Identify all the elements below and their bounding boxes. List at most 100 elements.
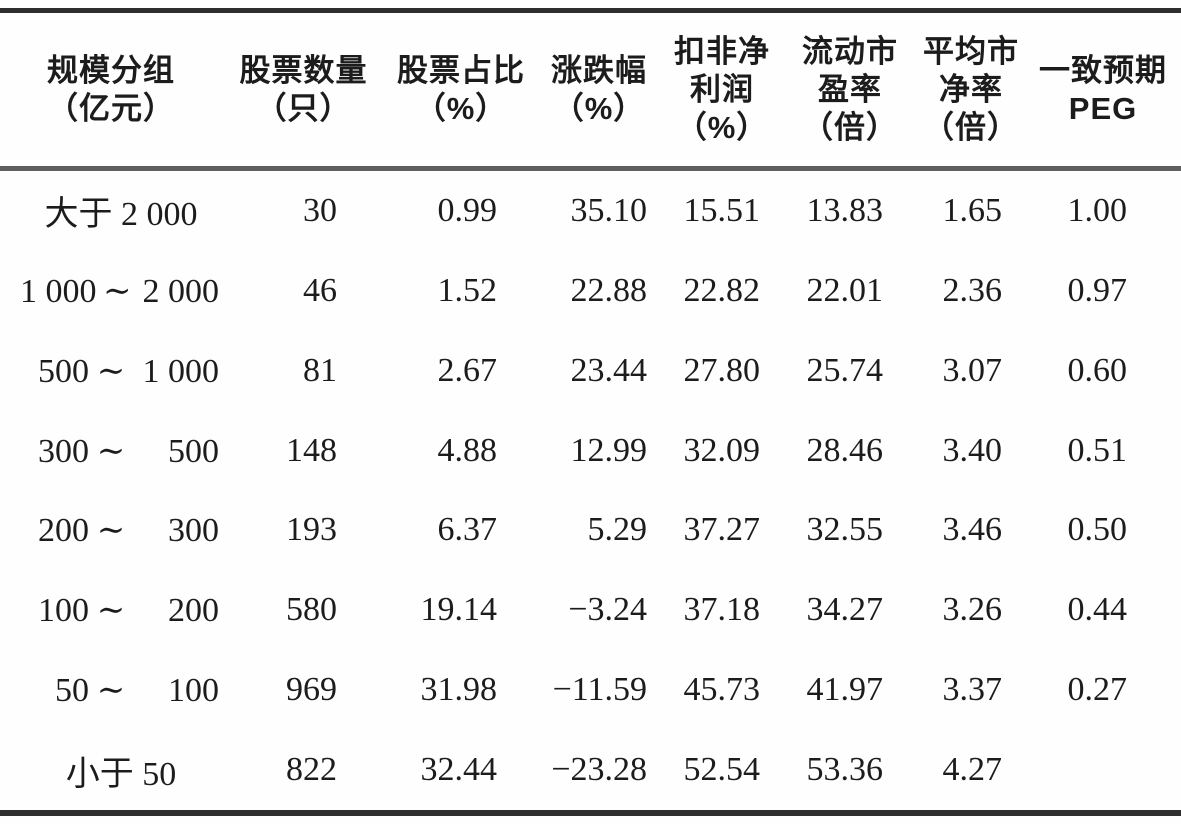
cell-stock-count: 580 bbox=[286, 591, 337, 629]
col-header-stock-share: 股票占比 （%） bbox=[385, 13, 537, 166]
cell-price-change: 5.29 bbox=[587, 511, 648, 549]
cell-stock-share: 0.99 bbox=[437, 191, 498, 229]
table-row: 50 ∼ 100 969 31.98 −11.59 45.73 41.97 3.… bbox=[0, 650, 1181, 730]
cell-pb-ratio: 3.37 bbox=[942, 671, 1003, 709]
cell-stock-share: 31.98 bbox=[420, 671, 498, 709]
cell-peg: 0.44 bbox=[1067, 591, 1128, 629]
cell-stock-share: 2.67 bbox=[437, 351, 498, 389]
cell-stock-share: 4.88 bbox=[437, 431, 498, 469]
table-row: 大于 2 000 30 0.99 35.10 15.51 13.83 1.65 … bbox=[0, 171, 1181, 251]
range-tilde: ∼ bbox=[96, 352, 126, 390]
col-header-line: 一致预期 bbox=[1039, 52, 1167, 88]
cell-pe-ratio: 53.36 bbox=[806, 751, 884, 789]
table-row: 小于 50 822 32.44 −23.28 52.54 53.36 4.27 bbox=[0, 730, 1181, 810]
cell-stock-share: 32.44 bbox=[420, 751, 498, 789]
col-header-price-change: 涨跌幅 （%） bbox=[537, 13, 661, 166]
range-upper: 100 bbox=[168, 672, 219, 710]
cell-price-change: 23.44 bbox=[570, 351, 648, 389]
cell-peg: 0.51 bbox=[1067, 431, 1128, 469]
cell-stock-count: 30 bbox=[303, 191, 337, 229]
table-row: 200 ∼ 300 193 6.37 5.29 37.27 32.55 3.46… bbox=[0, 491, 1181, 571]
table-body: 大于 2 000 30 0.99 35.10 15.51 13.83 1.65 … bbox=[0, 171, 1181, 810]
cell-scale-group: 小于 50 bbox=[65, 755, 177, 793]
cell-net-profit: 37.18 bbox=[683, 591, 761, 629]
cell-pe-ratio: 32.55 bbox=[806, 511, 884, 549]
cell-net-profit: 45.73 bbox=[683, 671, 761, 709]
range-upper: 1 000 bbox=[142, 352, 220, 390]
range-tilde: ∼ bbox=[102, 272, 132, 310]
col-header-line: （只） bbox=[255, 90, 352, 126]
cell-scale-group: 大于 2 000 bbox=[44, 196, 198, 234]
col-header-line: （倍） bbox=[802, 109, 898, 145]
col-header-line: 盈率 bbox=[818, 71, 882, 107]
col-header-scale-group: 规模分组 （亿元） bbox=[0, 13, 222, 166]
col-header-line: （%） bbox=[675, 109, 769, 145]
col-header-line: （%） bbox=[552, 90, 646, 126]
cell-stock-count: 193 bbox=[286, 511, 337, 549]
range-tilde: ∼ bbox=[96, 672, 126, 710]
cell-pe-ratio: 34.27 bbox=[806, 591, 884, 629]
cell-price-change: −3.24 bbox=[568, 591, 647, 629]
cell-price-change: −11.59 bbox=[552, 671, 647, 709]
col-header-line: 净率 bbox=[939, 71, 1003, 107]
range-lower: 500 bbox=[38, 352, 89, 390]
col-header-line: 股票占比 bbox=[397, 52, 525, 88]
cell-pb-ratio: 3.40 bbox=[942, 431, 1003, 469]
cell-net-profit: 37.27 bbox=[683, 511, 761, 549]
table-bottom-rule bbox=[0, 810, 1181, 816]
cell-peg: 1.00 bbox=[1067, 191, 1128, 229]
table-row: 100 ∼ 200 580 19.14 −3.24 37.18 34.27 3.… bbox=[0, 570, 1181, 650]
cell-scale-group: 100 ∼ 200 bbox=[0, 590, 222, 630]
range-lower: 100 bbox=[38, 592, 89, 630]
cell-pb-ratio: 3.46 bbox=[942, 511, 1003, 549]
col-header-line: 扣非净 bbox=[674, 33, 770, 69]
cell-net-profit: 22.82 bbox=[683, 271, 761, 309]
cell-pe-ratio: 13.83 bbox=[806, 191, 884, 229]
cell-price-change: 12.99 bbox=[570, 431, 648, 469]
cell-price-change: 35.10 bbox=[570, 191, 648, 229]
cell-pb-ratio: 2.36 bbox=[942, 271, 1003, 309]
table-row: 1 000 ∼ 2 000 46 1.52 22.88 22.82 22.01 … bbox=[0, 251, 1181, 331]
cell-peg: 0.97 bbox=[1067, 271, 1128, 309]
cell-stock-share: 1.52 bbox=[437, 271, 498, 309]
cell-net-profit: 15.51 bbox=[683, 191, 761, 229]
col-header-net-profit: 扣非净 利润 （%） bbox=[661, 13, 783, 166]
cell-pe-ratio: 41.97 bbox=[806, 671, 884, 709]
cell-scale-group: 1 000 ∼ 2 000 bbox=[0, 271, 222, 311]
cell-stock-share: 6.37 bbox=[437, 511, 498, 549]
range-lower: 1 000 bbox=[20, 272, 97, 310]
range-upper: 500 bbox=[168, 432, 219, 470]
cell-scale-group: 200 ∼ 300 bbox=[0, 510, 222, 550]
range-tilde: ∼ bbox=[96, 432, 126, 470]
cell-pe-ratio: 28.46 bbox=[806, 431, 884, 469]
cell-pe-ratio: 22.01 bbox=[806, 271, 884, 309]
table-header-separator-rule bbox=[0, 166, 1181, 171]
range-tilde: ∼ bbox=[96, 592, 126, 630]
cell-pb-ratio: 1.65 bbox=[942, 191, 1003, 229]
col-header-consensus-peg: 一致预期 PEG bbox=[1025, 13, 1181, 166]
cell-peg: 0.27 bbox=[1067, 671, 1128, 709]
col-header-line: （亿元） bbox=[47, 90, 175, 126]
col-header-line: （倍） bbox=[923, 109, 1019, 145]
table-row: 300 ∼ 500 148 4.88 12.99 32.09 28.46 3.4… bbox=[0, 411, 1181, 491]
cell-stock-count: 81 bbox=[303, 351, 337, 389]
range-lower: 50 bbox=[55, 672, 89, 710]
range-upper: 200 bbox=[168, 592, 219, 630]
range-upper: 300 bbox=[168, 512, 219, 550]
range-lower: 300 bbox=[38, 432, 89, 470]
range-tilde: ∼ bbox=[96, 512, 126, 550]
cell-stock-count: 969 bbox=[286, 671, 337, 709]
col-header-line: （%） bbox=[414, 90, 508, 126]
col-header-line: 规模分组 bbox=[47, 52, 175, 88]
cell-net-profit: 32.09 bbox=[683, 431, 761, 469]
col-header-line: 股票数量 bbox=[239, 52, 368, 88]
col-header-line: 涨跌幅 bbox=[551, 52, 647, 88]
col-header-line: PEG bbox=[1068, 90, 1138, 126]
cell-price-change: −23.28 bbox=[551, 751, 647, 789]
cell-stock-share: 19.14 bbox=[420, 591, 498, 629]
cell-pb-ratio: 3.07 bbox=[942, 351, 1003, 389]
col-header-line: 平均市 bbox=[923, 33, 1019, 69]
cell-stock-count: 46 bbox=[303, 271, 337, 309]
table-header-row: 规模分组 （亿元） 股票数量 （只） 股票占比 （%） 涨跌幅 （%） 扣非净 … bbox=[0, 13, 1181, 166]
